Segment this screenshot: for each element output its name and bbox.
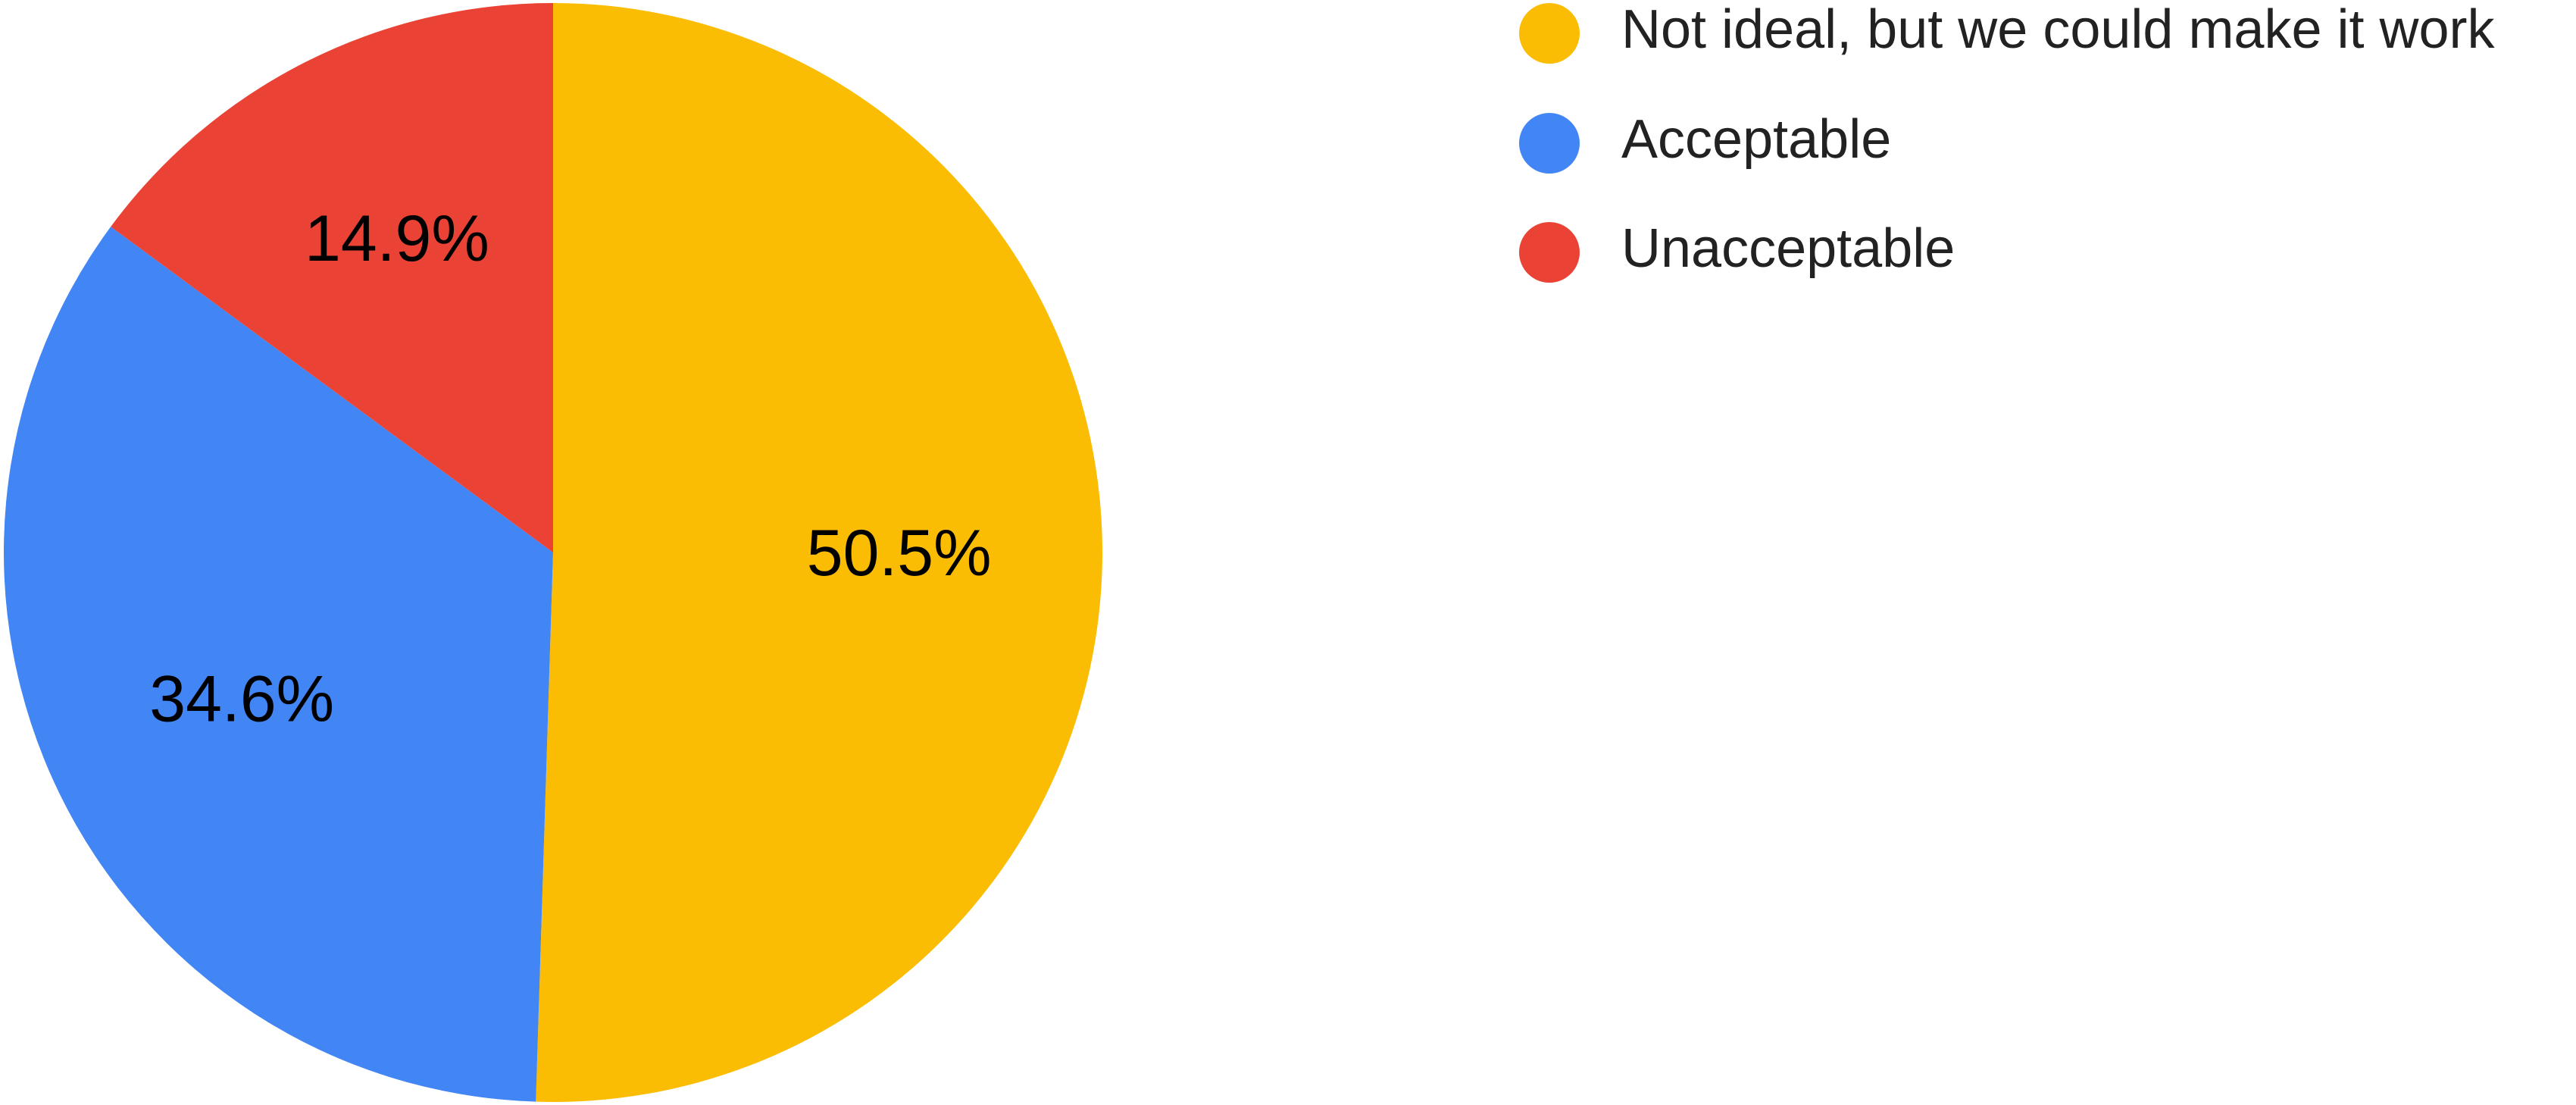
legend-swatch-acceptable xyxy=(1519,113,1580,174)
legend-item-acceptable[interactable]: Acceptable xyxy=(1519,109,1891,174)
legend-swatch-unacceptable xyxy=(1519,222,1580,283)
legend-label-unacceptable: Unacceptable xyxy=(1621,218,1955,279)
legend-swatch-not-ideal xyxy=(1519,3,1580,64)
pie-slices xyxy=(3,3,1103,1102)
pie-slice-not-ideal[interactable] xyxy=(536,3,1103,1102)
legend-label-not-ideal: Not ideal, but we could make it work xyxy=(1621,0,2496,60)
slice-label-not-ideal: 50.5% xyxy=(807,517,992,590)
slice-label-unacceptable: 14.9% xyxy=(305,202,489,275)
legend-item-not-ideal[interactable]: Not ideal, but we could make it work xyxy=(1519,0,2496,64)
pie-slice-unacceptable[interactable] xyxy=(111,3,553,552)
legend-label-acceptable: Acceptable xyxy=(1621,109,1891,170)
legend-item-unacceptable[interactable]: Unacceptable xyxy=(1519,218,1955,283)
chart-legend: Not ideal, but we could make it work Acc… xyxy=(1519,0,2496,283)
pie-slice-labels: 50.5% 34.6% 14.9% xyxy=(149,202,991,735)
slice-label-acceptable: 34.6% xyxy=(149,662,334,735)
pie-slice-acceptable[interactable] xyxy=(3,227,554,1102)
